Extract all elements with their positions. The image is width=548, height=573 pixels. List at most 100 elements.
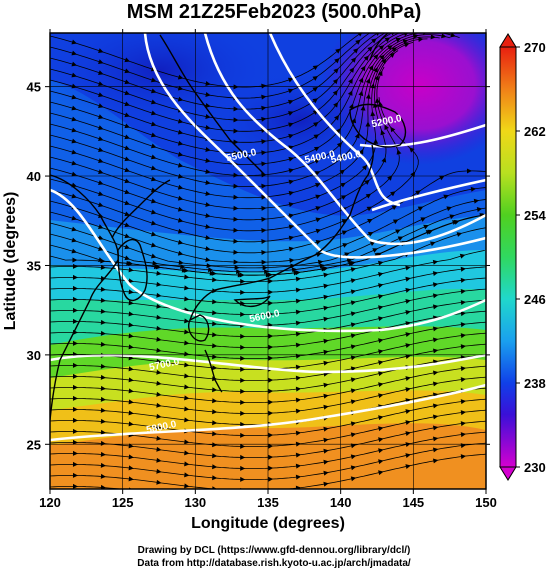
wind-arrow — [441, 33, 447, 39]
y-tick-label: 40 — [27, 169, 41, 184]
streamline — [50, 33, 393, 132]
colorbar: 230 238 246 254 262 270 — [499, 33, 546, 481]
streamline — [50, 33, 409, 154]
wind-arrow — [323, 426, 329, 432]
wind-arrow — [405, 310, 411, 315]
wind-arrow — [370, 83, 376, 89]
wind-arrow — [323, 360, 329, 366]
wind-arrow — [432, 259, 439, 265]
wind-arrow — [350, 421, 357, 427]
x-axis-label: Longitude (degrees) — [191, 515, 345, 532]
wind-arrow — [350, 300, 357, 306]
y-tick-label: 25 — [27, 437, 41, 452]
wind-arrow — [350, 476, 357, 482]
wind-arrow — [405, 343, 411, 348]
wind-arrow — [288, 202, 295, 208]
shikoku — [233, 295, 271, 307]
russia-coast — [159, 34, 266, 176]
credit-data: Data from http://database.rish.kyoto-u.a… — [137, 558, 411, 569]
wind-arrow — [405, 332, 411, 337]
x-tick-label: 150 — [475, 495, 497, 510]
streamline — [50, 50, 399, 221]
wind-arrow — [288, 246, 295, 252]
wind-streamlines — [50, 33, 486, 489]
wind-arrow — [350, 366, 357, 372]
wind-arrow — [350, 443, 357, 449]
contour-5200 — [359, 123, 486, 148]
wind-arrow — [323, 272, 329, 278]
north-korea-coast — [111, 179, 171, 239]
wind-arrow — [323, 316, 329, 322]
streamline — [50, 38, 428, 199]
wind-arrow — [350, 465, 357, 471]
colorbar-tick-label: 270 — [524, 40, 546, 55]
colorbar-bottom-arrow — [499, 466, 517, 481]
colorbar-tick-label: 254 — [524, 208, 546, 223]
wind-arrow — [378, 316, 384, 322]
map-axes: 120 125 130 135 140 145 150 25 30 35 40 45 Longitude… — [2, 29, 497, 532]
wind-arrow — [350, 432, 357, 438]
wind-arrow — [405, 387, 411, 392]
x-tick-label: 145 — [402, 495, 424, 510]
wind-arrow — [323, 459, 329, 465]
wind-arrow — [378, 305, 384, 311]
streamline — [50, 97, 419, 243]
streamline — [50, 33, 362, 88]
wind-arrow — [205, 147, 211, 152]
map-grid — [50, 33, 486, 489]
wind-arrow — [350, 388, 357, 394]
streamline — [50, 36, 440, 187]
wind-arrow — [350, 260, 356, 266]
wind-arrow — [323, 338, 329, 344]
wind-arrow — [205, 114, 211, 119]
wind-arrow — [323, 382, 329, 388]
hokkaido — [349, 103, 407, 148]
wind-arrow — [405, 431, 411, 436]
wind-arrow — [288, 224, 295, 230]
streamline — [50, 33, 371, 99]
wind-arrow — [350, 311, 357, 317]
contour-5700 — [50, 353, 486, 374]
wind-arrow — [350, 267, 357, 273]
wind-arrow — [405, 354, 411, 359]
streamline — [50, 41, 414, 210]
page-title: MSM 21Z25Feb2023 (500.0hPa) — [126, 1, 422, 23]
china-coast — [50, 174, 119, 421]
wind-arrow — [350, 278, 357, 284]
streamline — [50, 66, 400, 232]
wind-arrow — [405, 409, 411, 414]
x-tick-label: 130 — [184, 495, 206, 510]
wind-arrow — [323, 448, 329, 454]
streamline — [50, 33, 401, 143]
wind-arrow — [405, 464, 411, 469]
colorbar-top-arrow — [499, 33, 517, 48]
wind-arrow — [323, 437, 329, 443]
wind-arrow — [405, 420, 411, 425]
wind-arrow — [323, 349, 329, 355]
contour-5400 — [268, 33, 401, 207]
wind-arrow — [323, 393, 329, 399]
x-tick-label: 120 — [39, 495, 61, 510]
colorbar-tick-label: 262 — [524, 124, 546, 139]
streamline — [50, 33, 386, 121]
wind-arrow — [405, 453, 411, 458]
wind-arrow — [405, 299, 411, 304]
streamline — [50, 187, 486, 263]
y-tick-label: 30 — [27, 348, 41, 363]
x-tick-label: 140 — [330, 495, 352, 510]
streamline — [50, 34, 451, 177]
wind-arrow — [323, 481, 329, 487]
wind-arrow — [350, 333, 357, 339]
wind-arrow — [350, 454, 357, 460]
x-tick-label: 135 — [257, 495, 279, 510]
wind-arrow — [323, 470, 329, 476]
streamline — [50, 33, 379, 110]
credit-drawing: Drawing by DCL (https://www.gfd-dennou.o… — [137, 545, 411, 556]
streamline — [50, 207, 486, 273]
wind-arrow — [405, 442, 411, 447]
wind-arrow — [350, 322, 357, 328]
colorbar-tick-label: 246 — [524, 292, 546, 307]
wind-arrow — [288, 213, 295, 219]
y-axis-label: Latitude (degrees) — [2, 192, 19, 331]
sakhalin — [369, 33, 389, 61]
